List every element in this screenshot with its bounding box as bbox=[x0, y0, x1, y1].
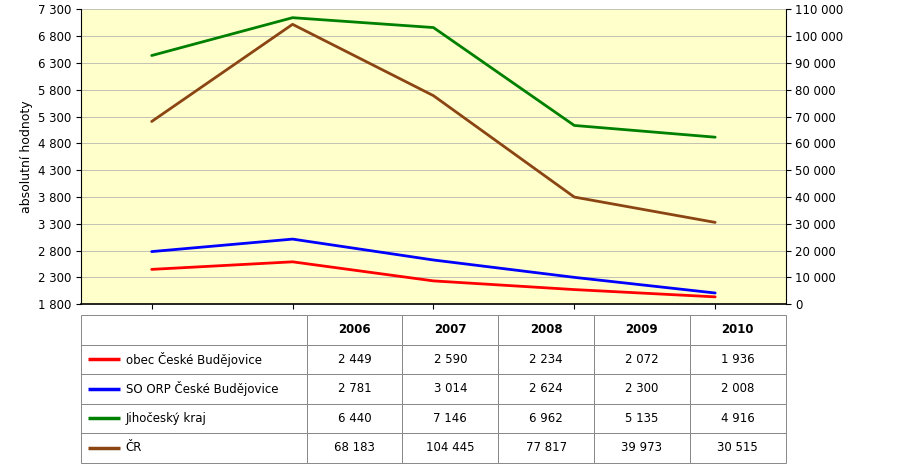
Bar bbox=[307, 345, 402, 374]
Bar bbox=[307, 404, 402, 433]
Text: 2009: 2009 bbox=[625, 323, 658, 337]
Text: 104 445: 104 445 bbox=[426, 441, 474, 455]
Bar bbox=[81, 433, 307, 463]
Bar bbox=[498, 315, 594, 345]
Text: 2 449: 2 449 bbox=[337, 353, 371, 366]
Bar bbox=[498, 433, 594, 463]
Text: 2 300: 2 300 bbox=[624, 382, 658, 396]
Text: 2007: 2007 bbox=[434, 323, 466, 337]
Text: Jihočeský kraj: Jihočeský kraj bbox=[125, 412, 207, 425]
Text: 30 515: 30 515 bbox=[716, 441, 758, 455]
Text: 4 916: 4 916 bbox=[720, 412, 754, 425]
Bar bbox=[402, 433, 498, 463]
Text: SO ORP České Budějovice: SO ORP České Budějovice bbox=[125, 381, 278, 396]
Text: 39 973: 39 973 bbox=[621, 441, 662, 455]
Bar bbox=[689, 315, 785, 345]
Bar bbox=[498, 345, 594, 374]
Bar bbox=[81, 315, 307, 345]
Text: ČR: ČR bbox=[125, 441, 142, 455]
Text: 2 008: 2 008 bbox=[720, 382, 753, 396]
Bar bbox=[689, 404, 785, 433]
Bar bbox=[307, 315, 402, 345]
Text: 5 135: 5 135 bbox=[624, 412, 658, 425]
Bar bbox=[81, 345, 307, 374]
Text: 2 781: 2 781 bbox=[337, 382, 371, 396]
Bar bbox=[594, 433, 689, 463]
Bar bbox=[594, 345, 689, 374]
Bar bbox=[402, 374, 498, 404]
Bar bbox=[689, 345, 785, 374]
Bar bbox=[81, 374, 307, 404]
Text: 1 936: 1 936 bbox=[720, 353, 754, 366]
Text: 2006: 2006 bbox=[338, 323, 371, 337]
Text: 7 146: 7 146 bbox=[433, 412, 466, 425]
Y-axis label: absolutní hodnoty: absolutní hodnoty bbox=[20, 101, 32, 213]
Text: 3 014: 3 014 bbox=[433, 382, 466, 396]
Text: 6 440: 6 440 bbox=[337, 412, 371, 425]
Bar bbox=[594, 374, 689, 404]
Bar bbox=[81, 404, 307, 433]
Bar bbox=[594, 404, 689, 433]
Text: 2 590: 2 590 bbox=[433, 353, 466, 366]
Bar bbox=[498, 374, 594, 404]
Text: 2 234: 2 234 bbox=[529, 353, 562, 366]
Text: 2008: 2008 bbox=[529, 323, 562, 337]
Bar bbox=[402, 404, 498, 433]
Bar bbox=[307, 374, 402, 404]
Text: 2 624: 2 624 bbox=[529, 382, 562, 396]
Text: 2010: 2010 bbox=[721, 323, 753, 337]
Text: 68 183: 68 183 bbox=[334, 441, 374, 455]
Bar bbox=[689, 374, 785, 404]
Text: 6 962: 6 962 bbox=[529, 412, 562, 425]
Bar bbox=[402, 315, 498, 345]
Bar bbox=[402, 345, 498, 374]
Text: obec České Budějovice: obec České Budějovice bbox=[125, 352, 262, 367]
Bar bbox=[594, 315, 689, 345]
Bar bbox=[498, 404, 594, 433]
Bar bbox=[689, 433, 785, 463]
Text: 2 072: 2 072 bbox=[624, 353, 658, 366]
Bar bbox=[307, 433, 402, 463]
Text: 77 817: 77 817 bbox=[525, 441, 566, 455]
